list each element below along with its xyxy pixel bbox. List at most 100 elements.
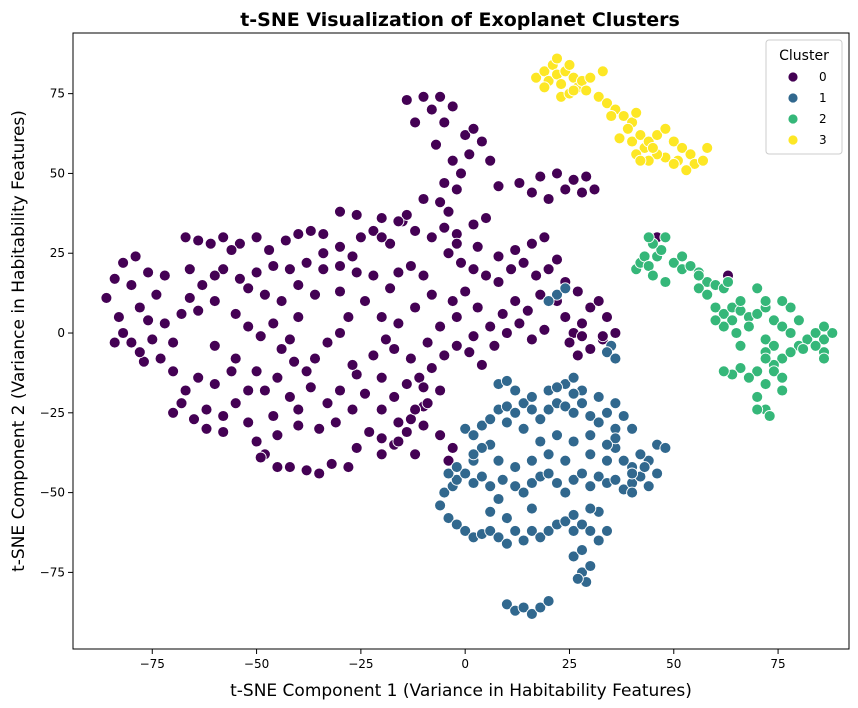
data-point: [313, 422, 326, 435]
data-point: [417, 269, 430, 282]
data-point: [409, 403, 422, 416]
data-point: [525, 333, 538, 346]
data-point: [667, 256, 680, 269]
data-point: [129, 250, 142, 263]
data-point: [642, 231, 655, 244]
data-point: [334, 285, 346, 298]
data-point: [617, 454, 630, 467]
data-point: [146, 333, 159, 346]
data-point: [400, 426, 413, 438]
data-point: [388, 390, 401, 403]
chart-title: t-SNE Visualization of Exoplanet Cluster…: [240, 9, 680, 31]
data-point: [751, 390, 764, 403]
data-point: [538, 323, 551, 336]
data-point: [517, 601, 530, 614]
data-point: [559, 282, 572, 295]
data-point: [576, 518, 588, 531]
data-point: [300, 256, 313, 269]
data-point: [229, 352, 242, 365]
data-point: [551, 477, 563, 489]
x-axis-label: t-SNE Component 1 (Variance in Habitabil…: [230, 681, 692, 701]
data-point: [709, 314, 722, 327]
series-cluster-1: [434, 282, 672, 620]
data-point: [701, 141, 714, 154]
data-point: [325, 457, 338, 470]
data-point: [434, 499, 447, 512]
data-point: [342, 311, 355, 324]
data-point: [392, 416, 405, 429]
data-point: [200, 422, 213, 435]
data-point: [283, 461, 296, 474]
data-point: [438, 486, 451, 499]
data-point: [179, 384, 192, 397]
data-point: [334, 240, 346, 253]
data-point: [455, 256, 467, 269]
data-point: [734, 339, 747, 352]
data-point: [167, 336, 180, 349]
y-axis: −75 −50 −25 0 25 50 75: [40, 87, 73, 579]
data-point: [329, 416, 342, 429]
data-point: [576, 397, 588, 410]
data-point: [797, 343, 810, 355]
data-point: [567, 550, 580, 563]
data-point: [334, 327, 346, 339]
data-point: [363, 426, 376, 438]
data-point: [292, 403, 305, 416]
data-point: [601, 406, 613, 419]
data-point: [392, 266, 405, 279]
data-point: [484, 524, 497, 537]
data-point: [475, 470, 488, 483]
data-point: [283, 263, 296, 276]
data-point: [525, 477, 538, 489]
data-point: [784, 346, 797, 359]
data-point: [517, 422, 530, 435]
data-point: [717, 365, 730, 378]
data-point: [559, 183, 572, 196]
points-layer: [100, 52, 839, 620]
data-point: [484, 154, 497, 167]
data-point: [542, 263, 555, 276]
y-axis-label: t-SNE Component 2 (Variance in Habitabil…: [9, 110, 29, 572]
data-point: [613, 132, 626, 145]
data-point: [434, 196, 447, 209]
data-point: [455, 167, 467, 180]
data-point: [659, 276, 672, 288]
data-point: [167, 365, 180, 378]
data-point: [751, 365, 764, 378]
data-point: [467, 429, 480, 442]
y-tick-label: 25: [50, 246, 65, 260]
data-point: [446, 441, 459, 454]
data-point: [567, 406, 580, 419]
data-point: [722, 276, 734, 288]
data-point: [446, 295, 459, 308]
data-point: [192, 371, 205, 384]
data-point: [304, 381, 317, 394]
data-point: [229, 397, 242, 410]
data-point: [567, 508, 580, 521]
data-point: [567, 371, 580, 384]
data-point: [525, 502, 538, 515]
data-point: [559, 400, 572, 413]
data-point: [421, 336, 434, 349]
data-point: [676, 250, 689, 263]
data-point: [809, 339, 822, 352]
plot-frame: [72, 32, 850, 650]
data-point: [404, 260, 417, 272]
data-point: [242, 282, 255, 295]
legend-label: 1: [819, 91, 827, 105]
data-point: [204, 237, 217, 250]
data-point: [576, 186, 588, 199]
data-point: [659, 231, 672, 244]
data-point: [488, 339, 501, 352]
data-point: [442, 247, 455, 260]
data-point: [271, 429, 284, 442]
data-point: [626, 135, 639, 148]
data-point: [158, 317, 171, 330]
data-point: [233, 272, 246, 285]
data-point: [475, 135, 488, 148]
legend-box: [765, 39, 843, 155]
data-point: [217, 426, 230, 438]
data-point: [334, 260, 346, 272]
data-point: [542, 467, 555, 480]
data-point: [534, 288, 547, 301]
